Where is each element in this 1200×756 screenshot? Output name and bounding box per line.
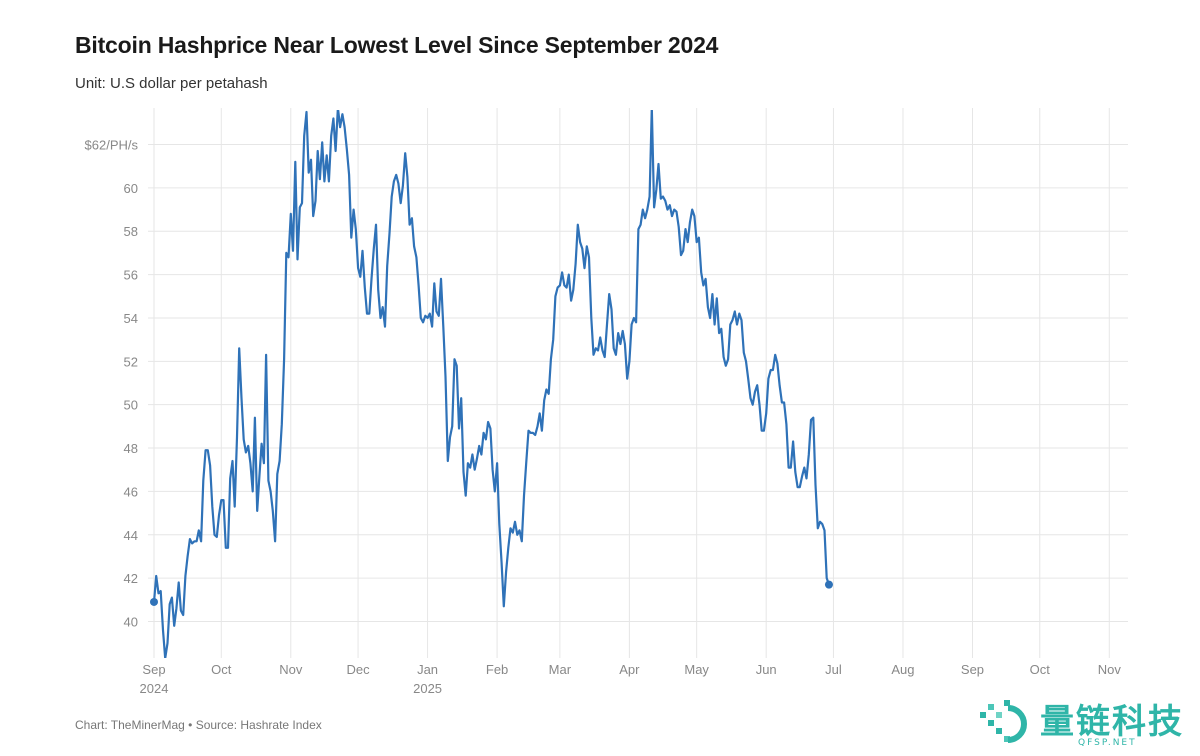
y-tick-label: 48 [124, 441, 138, 456]
x-tick-label: Feb [486, 662, 508, 677]
y-tick-label: 52 [124, 354, 138, 369]
y-tick-label: 56 [124, 268, 138, 283]
chart-title: Bitcoin Hashprice Near Lowest Level Sinc… [75, 32, 719, 58]
y-tick-label: 60 [124, 181, 138, 196]
grid-layer [148, 108, 1128, 658]
chart-subtitle: Unit: U.S dollar per petahash [75, 75, 268, 92]
x-tick-year-label: 2024 [140, 681, 169, 696]
series-layer [150, 110, 833, 658]
x-tick-label: Dec [346, 662, 370, 677]
y-tick-label: $62/PH/s [85, 138, 139, 153]
series-start-point [150, 597, 158, 606]
x-tick-label: Sep [142, 662, 165, 677]
y-tick-label: 42 [124, 571, 138, 586]
series-line [152, 110, 831, 658]
x-tick-label: Nov [279, 662, 303, 677]
y-tick-label: 54 [124, 311, 138, 326]
y-tick-label: 40 [124, 614, 138, 629]
x-tick-year-label: 2025 [413, 681, 442, 696]
x-tick-label: Apr [619, 662, 640, 677]
y-tick-label: 58 [124, 224, 138, 239]
y-tick-label: 46 [124, 484, 138, 499]
y-tick-label: 50 [124, 398, 138, 413]
x-tick-label: Jan [417, 662, 438, 677]
x-tick-label: Jun [756, 662, 777, 677]
watermark-logo: 量链科技 QFSP.NET [978, 694, 1193, 750]
x-tick-label: Aug [891, 662, 914, 677]
y-tick-label: 44 [124, 528, 138, 543]
x-tick-label: Jul [825, 662, 842, 677]
x-tick-label: Oct [211, 662, 232, 677]
x-tick-label: Sep [961, 662, 984, 677]
watermark-subtext: QFSP.NET [1078, 738, 1137, 748]
series-end-point [824, 580, 833, 589]
x-tick-label: Mar [549, 662, 572, 677]
x-tick-label: Nov [1098, 662, 1122, 677]
x-tick-label: May [684, 662, 709, 677]
watermark-icon [980, 700, 1027, 743]
x-tick-label: Oct [1030, 662, 1051, 677]
y-axis-ticks: $62/PH/s 60 58 56 54 52 50 48 46 44 42 40 [85, 138, 139, 630]
x-axis-ticks: Sep 2024 Oct Nov Dec Jan 2025 Feb Mar Apr May Jun Ju… [140, 662, 1122, 696]
chart-credit: Chart: TheMinerMag • Source: Hashrate In… [75, 718, 322, 732]
watermark-text: 量链科技 [1040, 702, 1184, 742]
